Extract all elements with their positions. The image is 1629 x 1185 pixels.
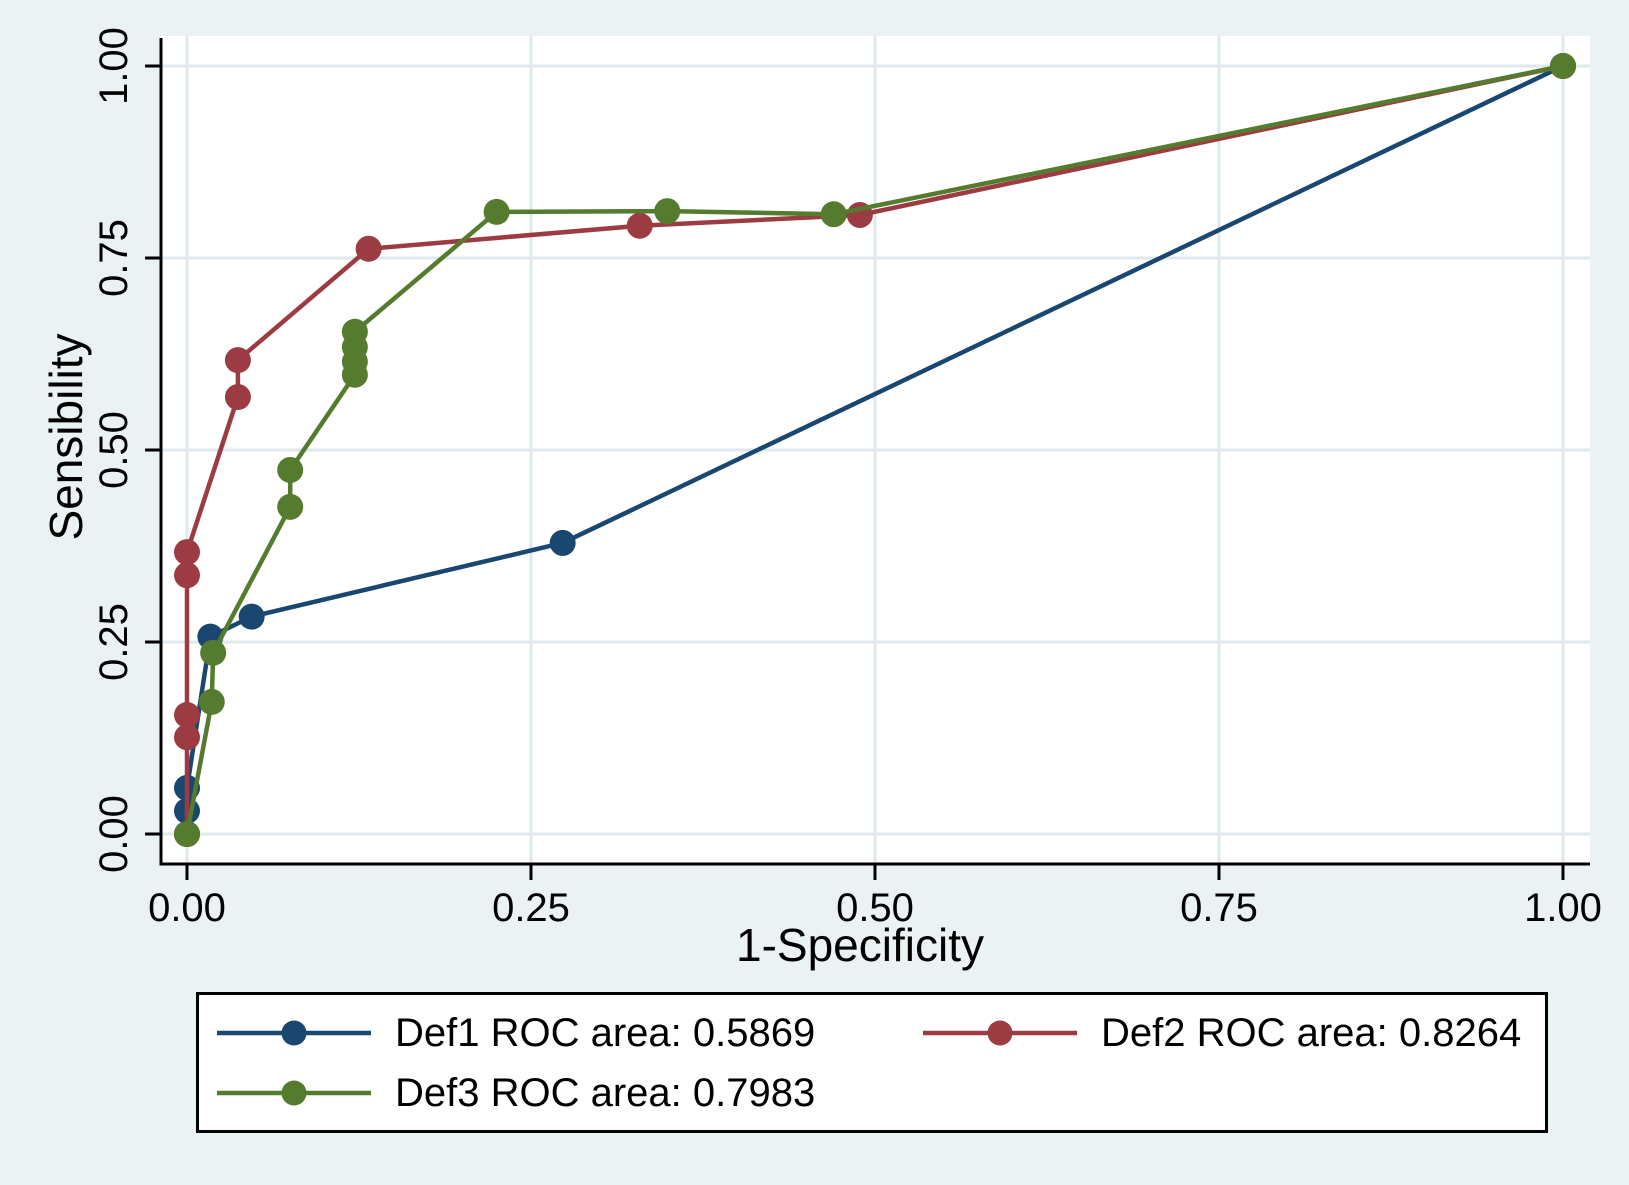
legend-entry-def2: Def2 ROC area: 0.8264 [905,1013,1545,1053]
data-point-def2 [174,562,200,589]
y-tick-label: 0.00 [92,795,136,873]
y-tick-label: 1.00 [92,27,136,105]
data-point-def2 [224,384,251,411]
data-point-def3 [654,198,681,225]
data-point-def1 [549,529,576,556]
legend-line-marker-icon [217,1080,371,1106]
x-axis-title: 1-Specificity [736,919,984,971]
data-point-def3 [1550,53,1576,79]
data-point-def2 [174,539,200,566]
data-point-def3 [483,198,510,225]
x-tick-label: 0.00 [148,886,226,930]
data-point-def3 [277,493,304,520]
data-point-def2 [355,235,382,262]
legend-line-marker-icon [217,1020,371,1046]
data-point-def3 [820,201,847,228]
data-point-def3 [341,318,368,345]
data-point-def3 [174,821,200,847]
x-tick-label: 0.50 [836,886,914,930]
x-tick-label: 0.75 [1180,886,1258,930]
legend-entry-def1: Def1 ROC area: 0.5869 [199,1013,905,1053]
legend-label: Def1 ROC area: 0.5869 [395,1011,816,1055]
legend-line-marker-icon [923,1020,1077,1046]
data-point-def2 [626,212,653,239]
legend-box: Def1 ROC area: 0.5869 Def2 ROC area: 0.82… [196,992,1548,1133]
data-point-def3 [200,639,227,666]
x-tick-label: 1.00 [1524,886,1602,930]
data-point-def2 [224,347,251,374]
data-point-def2 [174,701,200,728]
legend-entry-def3: Def3 ROC area: 0.7983 [199,1073,905,1113]
y-tick-label: 0.75 [92,219,136,297]
y-tick-label: 0.25 [92,603,136,681]
data-point-def2 [174,724,200,751]
y-axis-title: Sensibility [40,333,92,541]
legend-label: Def3 ROC area: 0.7983 [395,1071,816,1115]
data-point-def3 [198,688,225,715]
x-tick-label: 0.25 [492,886,570,930]
legend-label: Def2 ROC area: 0.8264 [1101,1011,1522,1055]
y-tick-label: 0.50 [92,411,136,489]
data-point-def3 [277,456,304,483]
data-point-def1 [238,603,265,630]
